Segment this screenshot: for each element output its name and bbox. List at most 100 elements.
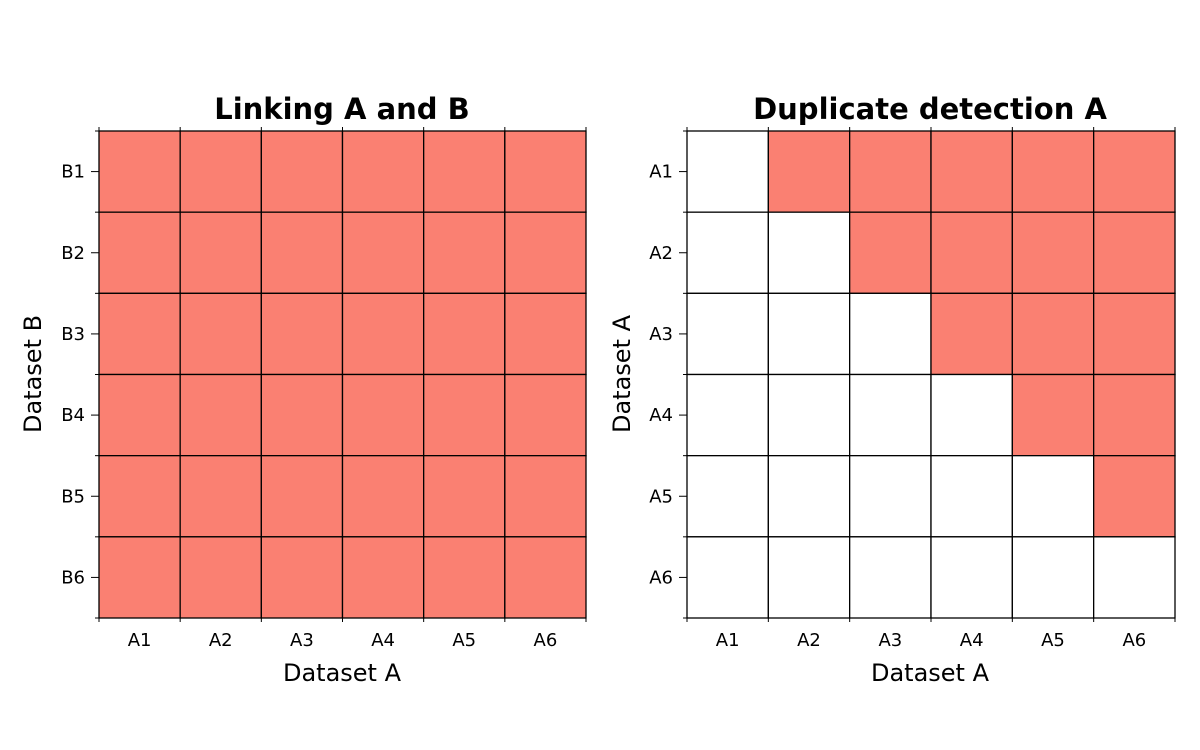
x-tick-label: A4 — [371, 630, 395, 651]
panel-duplicate-ticks: A1 A2 A3 A4 A5 A6 A1 A2 A3 A4 A5 A6 — [649, 127, 1176, 651]
y-tick-label: A6 — [649, 567, 673, 588]
panel-linking-title: Linking A and B — [214, 92, 470, 126]
heatmap-cell — [260, 211, 344, 294]
heatmap-cell — [423, 373, 506, 457]
heatmap-cell — [1093, 130, 1176, 213]
heatmap-cell — [1011, 130, 1095, 213]
panel-linking: Linking A and B A1 A2 A3 A4 A5 A6 B1 B2 B3 B4 B5 B6… — [19, 92, 587, 687]
heatmap-cell — [1093, 211, 1176, 294]
heatmap-cell — [930, 536, 1013, 619]
heatmap-cell — [260, 373, 344, 457]
heatmap-cell — [930, 292, 1013, 376]
heatmap-cell — [686, 211, 769, 294]
heatmap-cell — [179, 373, 262, 457]
panel-duplicate-ylabel: Dataset A — [608, 314, 636, 433]
heatmap-cell — [1093, 292, 1176, 376]
heatmap-cell — [341, 292, 425, 376]
heatmap-cell — [260, 455, 344, 538]
y-tick-label: B5 — [61, 486, 85, 507]
x-tick-label: A6 — [1122, 630, 1146, 651]
x-tick-label: A3 — [290, 630, 314, 651]
heatmap-cell — [179, 292, 262, 376]
y-tick-label: B4 — [61, 405, 85, 426]
heatmap-cell — [1011, 373, 1095, 457]
heatmap-cell — [98, 373, 181, 457]
heatmap-cell — [98, 211, 181, 294]
panel-duplicate-xlabel: Dataset A — [871, 659, 990, 687]
panel-duplicate: Duplicate detection A A1 A2 A3 A4 A5 A6 A1 A2 A3… — [608, 92, 1176, 687]
heatmap-cell — [767, 130, 851, 213]
x-tick-label: A3 — [878, 630, 902, 651]
y-tick-label: A1 — [649, 162, 673, 183]
heatmap-cell — [930, 455, 1013, 538]
x-tick-label: A2 — [209, 630, 233, 651]
y-tick-label: B3 — [61, 324, 85, 345]
panel-duplicate-title: Duplicate detection A — [753, 92, 1107, 126]
x-tick-label: A5 — [452, 630, 476, 651]
heatmap-cell — [98, 292, 181, 376]
x-tick-label: A6 — [534, 630, 558, 651]
heatmap-cell — [260, 130, 344, 213]
heatmap-cell — [849, 373, 932, 457]
heatmap-cell — [767, 292, 851, 376]
heatmap-cell — [930, 211, 1013, 294]
heatmap-cell — [341, 455, 425, 538]
heatmap-cell — [504, 536, 587, 619]
heatmap-cell — [849, 292, 932, 376]
panel-linking-cells — [98, 130, 587, 619]
y-tick-label: A4 — [649, 405, 673, 426]
heatmap-cell — [1093, 536, 1176, 619]
heatmap-cell — [1011, 292, 1095, 376]
heatmap-cell — [1093, 373, 1176, 457]
heatmap-cell — [686, 292, 769, 376]
x-tick-label: A2 — [797, 630, 821, 651]
heatmap-cell — [1011, 211, 1095, 294]
x-tick-label: A1 — [716, 630, 740, 651]
heatmap-cell — [1011, 536, 1095, 619]
heatmap-cell — [930, 130, 1013, 213]
heatmap-cell — [423, 211, 506, 294]
heatmap-cell — [767, 455, 851, 538]
heatmap-cell — [260, 292, 344, 376]
heatmap-cell — [849, 455, 932, 538]
heatmap-cell — [686, 455, 769, 538]
heatmap-cell — [767, 211, 851, 294]
heatmap-cell — [179, 130, 262, 213]
heatmap-cell — [504, 211, 587, 294]
y-tick-label: B2 — [61, 243, 85, 264]
x-tick-label: A5 — [1041, 630, 1065, 651]
panel-duplicate-cells — [686, 130, 1176, 619]
x-tick-label: A1 — [128, 630, 152, 651]
heatmap-cell — [423, 130, 506, 213]
heatmap-cell — [504, 292, 587, 376]
heatmap-cell — [930, 373, 1013, 457]
y-tick-label: B1 — [61, 162, 85, 183]
heatmap-cell — [260, 536, 344, 619]
panel-linking-ticks: A1 A2 A3 A4 A5 A6 B1 B2 B3 B4 B5 B6 — [61, 127, 587, 651]
heatmap-cell — [341, 130, 425, 213]
heatmap-cell — [767, 373, 851, 457]
heatmap-cell — [98, 455, 181, 538]
heatmap-cell — [504, 130, 587, 213]
heatmap-cell — [179, 536, 262, 619]
heatmap-cell — [1093, 455, 1176, 538]
heatmap-cell — [767, 536, 851, 619]
y-tick-label: A3 — [649, 324, 673, 345]
heatmap-cell — [423, 292, 506, 376]
y-tick-label: A5 — [649, 486, 673, 507]
heatmap-cell — [423, 536, 506, 619]
y-tick-label: B6 — [61, 567, 85, 588]
panel-linking-ylabel: Dataset B — [19, 315, 47, 433]
heatmap-cell — [686, 536, 769, 619]
heatmap-cell — [341, 536, 425, 619]
heatmap-cell — [504, 373, 587, 457]
heatmap-cell — [423, 455, 506, 538]
heatmap-cell — [849, 211, 932, 294]
heatmap-cell — [98, 536, 181, 619]
heatmap-cell — [504, 455, 587, 538]
heatmap-cell — [686, 130, 769, 213]
panel-linking-xlabel: Dataset A — [283, 659, 402, 687]
heatmap-cell — [849, 536, 932, 619]
x-tick-label: A4 — [960, 630, 984, 651]
